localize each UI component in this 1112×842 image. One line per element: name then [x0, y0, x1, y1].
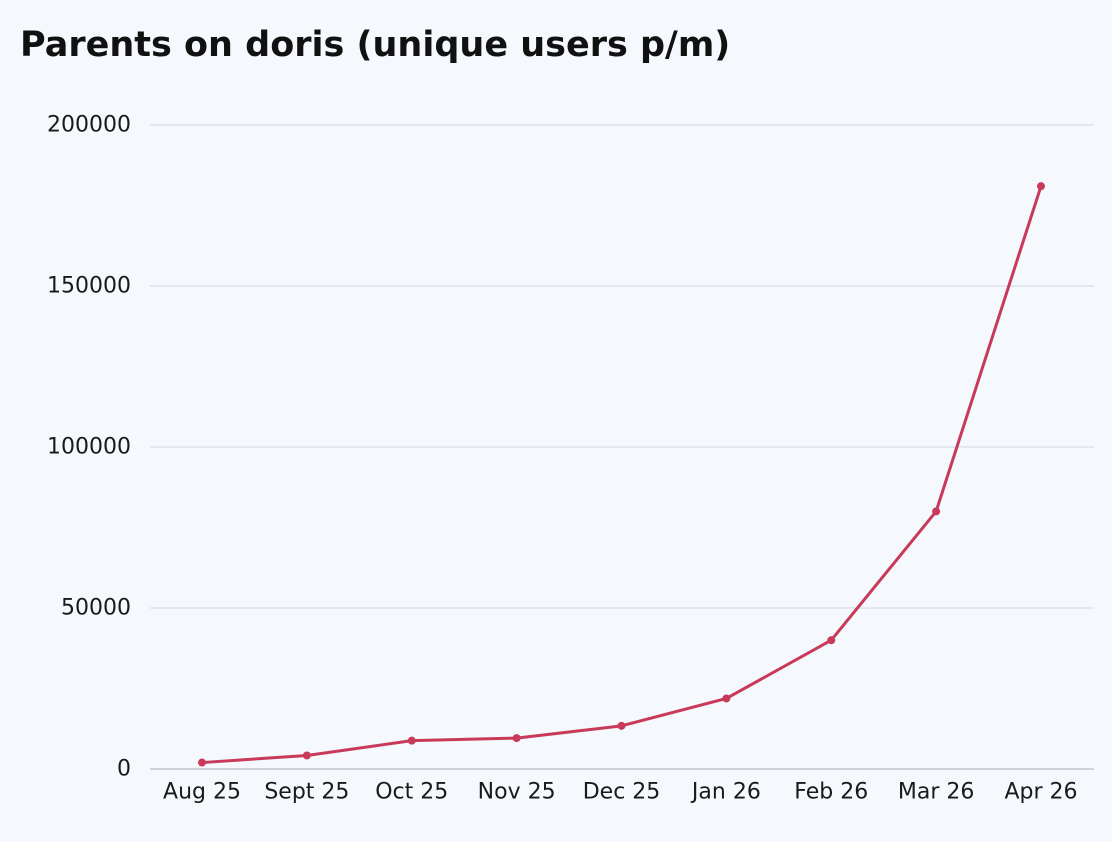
data-point	[407, 736, 416, 745]
y-tick-label: 200000	[47, 113, 131, 138]
data-point	[302, 751, 311, 760]
data-point	[1037, 182, 1045, 191]
data-point	[198, 758, 206, 767]
x-tick-label: Apr 26	[1004, 780, 1077, 805]
data-point	[617, 721, 626, 730]
data-point	[722, 694, 731, 703]
x-axis-tick-labels: Aug 25 Sept 25 Oct 25 Nov 25 Dec 25 Jan 26 Feb…	[163, 780, 1078, 805]
chart-title: Parents on doris (unique users p/m)	[20, 25, 731, 65]
data-point	[512, 734, 521, 743]
x-tick-label: Nov 25	[478, 780, 556, 805]
data-point	[827, 636, 836, 645]
y-tick-label: 50000	[61, 596, 131, 621]
y-tick-label: 100000	[47, 435, 131, 460]
y-axis-tick-labels: 0 50000 100000 150000 200000	[47, 113, 131, 782]
series-line	[200, 184, 1043, 765]
x-tick-label: Aug 25	[163, 780, 241, 805]
y-tick-label: 150000	[47, 274, 131, 299]
x-tick-label: Jan 26	[690, 780, 761, 805]
x-tick-label: Sept 25	[264, 780, 349, 805]
data-point	[932, 507, 941, 516]
gridlines	[150, 124, 1094, 770]
series-line-layer	[200, 184, 1043, 765]
data-points	[198, 182, 1045, 767]
x-tick-label: Feb 26	[794, 780, 868, 805]
y-tick-label: 0	[117, 757, 131, 782]
x-tick-label: Oct 25	[375, 780, 448, 805]
x-tick-label: Mar 26	[898, 780, 975, 805]
x-tick-label: Dec 25	[583, 780, 661, 805]
